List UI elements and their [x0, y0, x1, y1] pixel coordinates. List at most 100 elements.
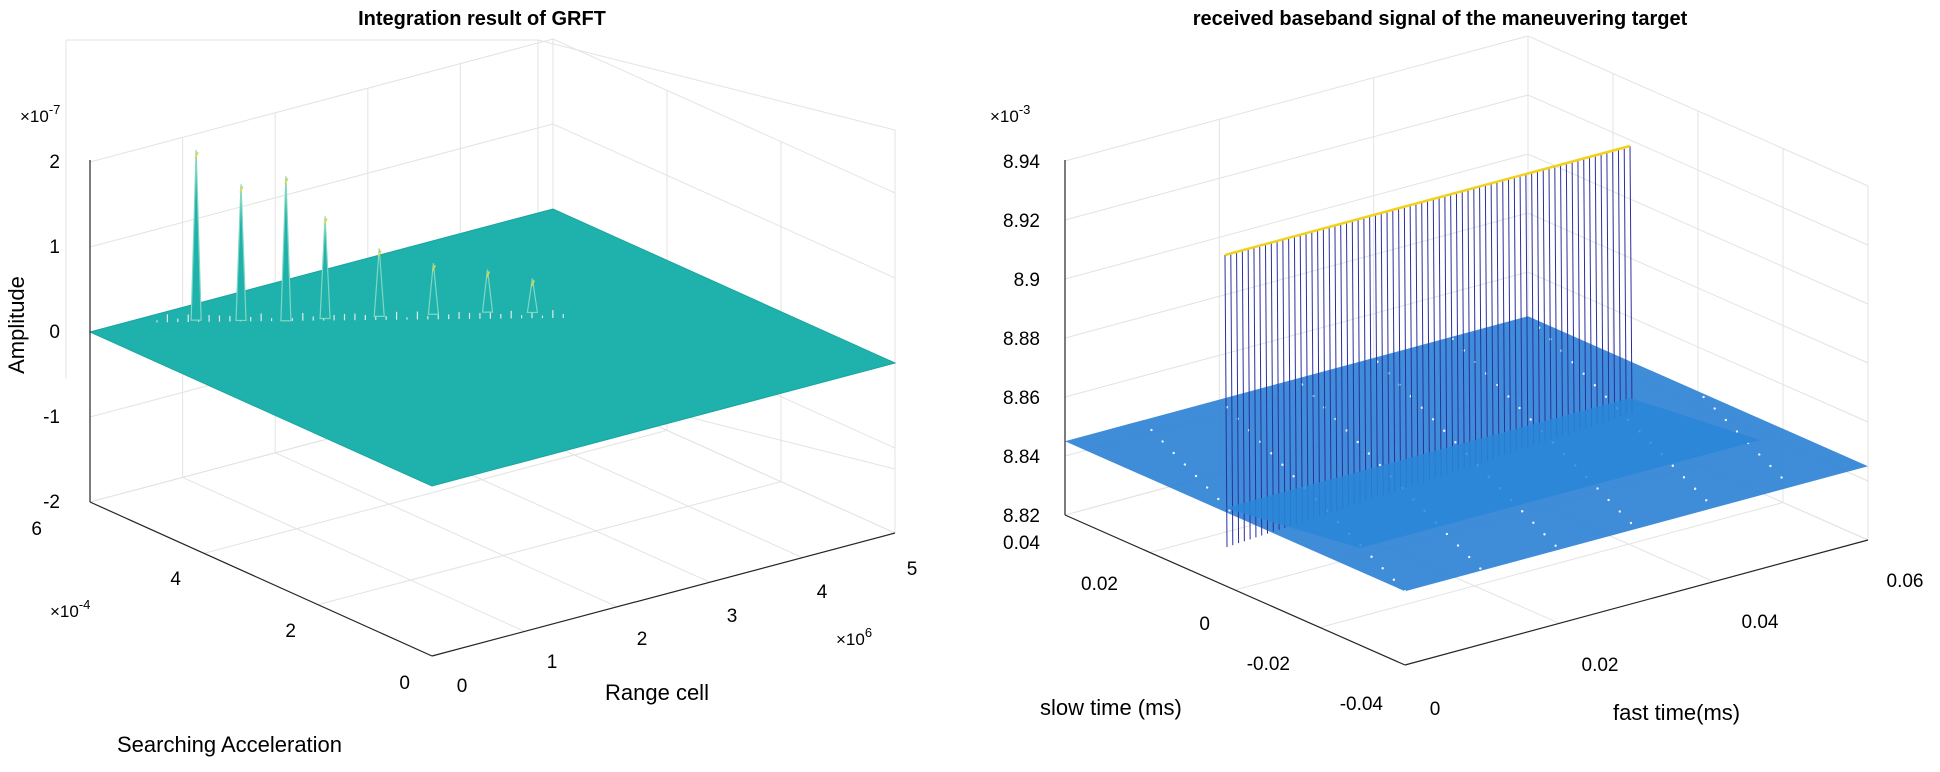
right-wall-line: [1479, 186, 1483, 463]
right-wall-line: [1265, 244, 1268, 534]
right-wall-line: [1531, 172, 1535, 446]
right-wall-line: [1259, 245, 1263, 536]
right-wall-line: [1236, 251, 1240, 544]
left-grid-line: [203, 429, 668, 554]
right-mesh-speck: [1507, 395, 1510, 398]
right-wall-line: [1421, 202, 1425, 482]
right-wall-line: [1328, 226, 1332, 513]
right-signal-top-edge: [1224, 144, 1631, 257]
left-y-label: Searching Acceleration: [117, 732, 342, 757]
right-mesh-speck: [1445, 532, 1448, 536]
right-wall-line: [1374, 214, 1378, 498]
right-wall-line: [1565, 163, 1569, 435]
left-peak: [190, 150, 202, 321]
right-mesh-speck: [1518, 406, 1521, 410]
right-wall-line: [1247, 248, 1251, 540]
right-wall-line: [1571, 161, 1575, 433]
left-z-tick: -2: [43, 492, 60, 513]
right-wall-line: [1560, 164, 1564, 436]
right-grid-line: [1319, 502, 1784, 628]
right-mesh-speck: [1682, 476, 1686, 479]
right-mesh-speck: [1705, 499, 1708, 502]
right-wall-line: [1496, 181, 1500, 458]
right-y-axis: [1064, 514, 1406, 666]
right-wall-line: [1484, 184, 1488, 461]
right-mesh-speck: [1694, 487, 1697, 490]
right-mesh-speck: [1468, 555, 1471, 559]
left-z-tick: 2: [49, 152, 60, 173]
right-wall-line: [1253, 247, 1257, 538]
right-x-tick: 0: [1430, 699, 1441, 720]
right-mesh-speck: [1370, 555, 1373, 558]
right-x-label: fast time(ms): [1613, 700, 1740, 725]
right-wall-line: [1432, 198, 1436, 479]
right-wall-line: [1363, 217, 1367, 502]
left-peak: [280, 176, 292, 322]
right-wall-line: [1270, 242, 1274, 532]
right-wall-line: [1623, 147, 1627, 415]
right-z-tick: 8.94: [1003, 152, 1040, 173]
right-wall-line: [1490, 183, 1494, 459]
right-y-tick: -0.04: [1340, 694, 1384, 715]
right-wall-line: [1346, 222, 1349, 507]
left-z-tick: -1: [43, 407, 60, 428]
right-wall-line: [1536, 170, 1540, 444]
left-y-tick: 4: [170, 569, 181, 590]
right-mesh-speck: [1161, 440, 1164, 443]
right-z-exponent: ×10-3: [990, 102, 1030, 126]
left-x-tick: 4: [817, 582, 828, 603]
right-mesh-speck: [1629, 521, 1633, 525]
right-wall-line: [1612, 150, 1616, 419]
right-wall-line: [1293, 236, 1297, 525]
left-y-tick: 2: [285, 621, 296, 642]
right-mesh-speck: [1420, 406, 1424, 409]
right-wall-line: [1513, 177, 1517, 452]
right-mesh-speck: [1381, 567, 1384, 570]
right-wall-line: [1583, 158, 1587, 429]
right-mesh-speck: [1356, 440, 1359, 444]
left-peak-highlight: [284, 177, 289, 185]
right-wall-line: [1548, 167, 1552, 440]
left-grid-line: [182, 476, 525, 632]
right-z-tick: 8.82: [1003, 506, 1040, 527]
right-mesh-speck: [1479, 567, 1482, 570]
left-x-tick: 1: [547, 652, 558, 673]
right-z-tick: 8.9: [1014, 270, 1040, 291]
right-y-tick: 0: [1199, 614, 1210, 635]
right-mesh-speck: [1571, 361, 1574, 364]
right-x-tick: 0.06: [1887, 571, 1924, 592]
right-wall-line: [1224, 254, 1228, 548]
chart-left: Integration result of GRFT ×10-7 2 1 0 -…: [4, 8, 917, 757]
right-mesh-speck: [1724, 418, 1727, 422]
right-wall-line: [1617, 149, 1621, 417]
right-mesh-speck: [1281, 463, 1284, 466]
right-grid-line: [1064, 153, 1869, 305]
right-wall-line: [1288, 237, 1292, 526]
right-mesh-speck: [1713, 407, 1716, 410]
right-mesh-speck: [1150, 428, 1153, 432]
right-wall-line: [1577, 160, 1581, 431]
right-mesh-speck: [1735, 430, 1739, 433]
right-wall-line: [1369, 216, 1373, 500]
right-x-tick: 0.02: [1582, 655, 1619, 676]
right-wall-line: [1525, 174, 1529, 448]
right-mesh-speck: [1270, 452, 1273, 455]
right-mesh-speck: [1780, 476, 1783, 479]
left-peak-highlight: [485, 271, 491, 278]
chart-right-title: received baseband signal of the maneuver…: [1193, 8, 1688, 30]
right-wall-line: [1455, 192, 1459, 471]
left-y-tick: 0: [399, 673, 410, 694]
right-x-axis: [1404, 539, 1869, 666]
right-wall-line: [1606, 152, 1610, 421]
right-wall-line: [1317, 230, 1321, 517]
right-wall-line: [1554, 166, 1558, 438]
right-mesh-speck: [1443, 429, 1446, 432]
right-mesh-speck: [1532, 521, 1535, 524]
right-wall-line: [1386, 211, 1390, 494]
right-mesh-speck: [1607, 498, 1610, 502]
left-peaks: [190, 150, 539, 322]
right-mesh-speck: [1702, 395, 1705, 399]
right-y-tick: 0.04: [1003, 533, 1040, 554]
right-wall-line: [1473, 188, 1477, 465]
right-z-ticks: 8.94 8.92 8.9 8.88 8.86 8.84 8.82: [1003, 152, 1040, 527]
